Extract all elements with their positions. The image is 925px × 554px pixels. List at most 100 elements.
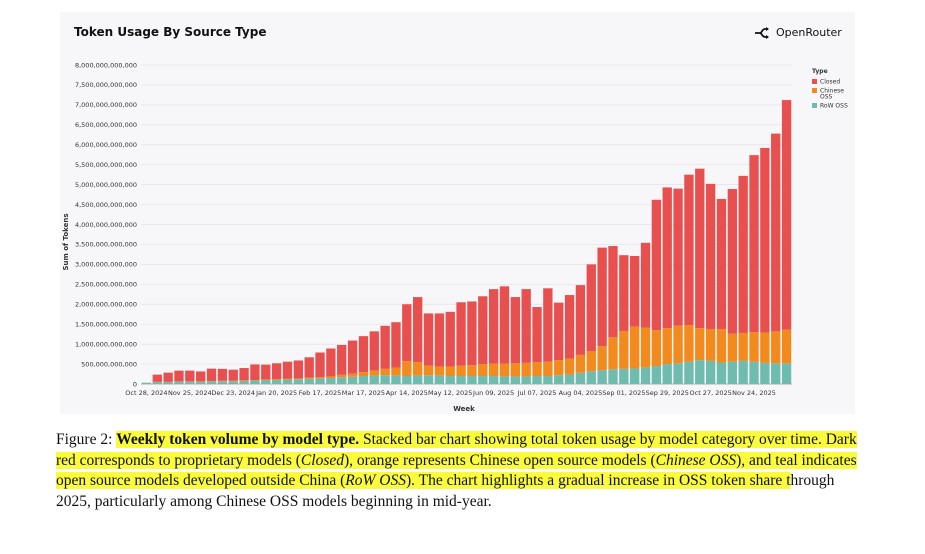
bar-row-oss [423, 375, 434, 384]
bar-row-oss [771, 363, 781, 384]
bar-row-oss [521, 376, 531, 384]
bar-chinese-oss [467, 365, 477, 377]
bar-chinese-oss [554, 360, 564, 376]
bar-closed [369, 331, 379, 371]
bar-closed [174, 370, 184, 382]
bar-row-oss [684, 361, 694, 384]
caption-title: Weekly token volume by model type. [116, 431, 360, 448]
bar-chinese-oss [402, 361, 412, 377]
bar-chinese-oss [575, 354, 586, 373]
bar-row-oss [315, 378, 325, 384]
legend-label: RoW OSS [820, 103, 848, 110]
bar-row-oss [185, 381, 195, 384]
bar-closed [630, 256, 640, 327]
legend-label: Chinese [820, 88, 844, 95]
bar-closed [315, 352, 325, 378]
bar-row-oss [608, 369, 618, 384]
legend-swatch [812, 103, 817, 108]
bar-chinese-oss [434, 366, 445, 376]
bar-closed [434, 313, 445, 367]
bar-row-oss [554, 375, 564, 384]
chart-title: Token Usage By Source Type [74, 25, 267, 39]
legend-label: OSS [820, 94, 833, 101]
bar-row-oss [228, 381, 238, 384]
bar-chinese-oss [358, 372, 369, 377]
bar-row-oss [196, 381, 206, 384]
x-tick-label: Oct 27, 2025 [690, 389, 732, 397]
caption-row: RoW OSS [345, 472, 406, 489]
bar-closed [608, 246, 618, 338]
bar-row-oss [478, 376, 488, 384]
bar-closed [326, 348, 336, 377]
bar-row-oss [163, 382, 173, 384]
caption-text-3: ), and teal indicates open source models… [56, 451, 857, 490]
bar-closed [575, 285, 586, 355]
bar-chinese-oss [369, 370, 379, 376]
bar-row-oss [651, 366, 662, 384]
y-tick-label: 5,500,000,000,000 [75, 161, 137, 169]
bar-row-oss [413, 375, 423, 384]
bar-chinese-oss [608, 337, 618, 370]
bar-closed [337, 344, 347, 375]
bar-chinese-oss [651, 330, 662, 367]
bar-closed [228, 369, 238, 381]
x-tick-label: Aug 04, 2025 [559, 389, 603, 397]
y-tick-label: 500,000,000,000 [81, 360, 137, 368]
bar-row-oss [206, 381, 217, 384]
bar-chinese-oss [326, 376, 336, 379]
bar-chinese-oss [271, 379, 282, 381]
y-tick-label: 8,000,000,000,000 [75, 61, 137, 69]
bar-chinese-oss [532, 362, 542, 377]
caption-text-4: ). The chart highlights a gradual increa… [405, 472, 791, 489]
bar-chinese-oss [760, 332, 770, 363]
caption-prefix: Figure 2: [56, 431, 117, 448]
bar-chinese-oss [695, 328, 705, 361]
bar-row-oss [304, 378, 314, 384]
bar-closed [749, 155, 759, 333]
bar-row-oss [239, 380, 249, 384]
bar-closed [488, 289, 499, 364]
x-tick-label: Nov 25, 2024 [168, 389, 212, 397]
x-tick-label: Jun 09, 2025 [472, 389, 514, 397]
bar-row-oss [369, 375, 379, 384]
legend-swatch [812, 79, 817, 84]
bar-chinese-oss [727, 333, 737, 362]
bar-closed [413, 297, 423, 363]
bar-closed [467, 301, 477, 366]
bar-closed [152, 374, 162, 382]
y-tick-label: 7,000,000,000,000 [75, 101, 137, 109]
x-tick-label: Oct 28, 2024 [125, 389, 167, 397]
bar-closed [478, 296, 488, 365]
bar-closed [380, 325, 390, 369]
bar-closed [271, 363, 282, 380]
bar-row-oss [662, 364, 672, 384]
bar-row-oss [337, 377, 347, 384]
caption-text-1: Stacked bar chart showing total token us… [56, 431, 857, 469]
bar-closed [705, 183, 716, 329]
bar-chinese-oss [445, 366, 455, 377]
bar-row-oss [358, 376, 369, 384]
brand-name: OpenRouter [776, 26, 842, 39]
bar-chinese-oss [597, 346, 607, 371]
bar-chinese-oss [543, 361, 553, 377]
openrouter-logo: OpenRouter [754, 26, 842, 39]
bar-chinese-oss [315, 377, 325, 379]
bar-closed [695, 168, 705, 329]
bar-chinese-oss [478, 364, 488, 377]
y-tick-label: 4,500,000,000,000 [75, 201, 137, 209]
bar-row-oss [250, 380, 260, 384]
bar-closed [196, 371, 206, 382]
bar-chinese-oss [423, 365, 434, 376]
bar-closed [239, 368, 249, 381]
bar-closed [445, 311, 455, 367]
bar-closed [206, 368, 217, 382]
caption-closed: Closed [300, 451, 344, 469]
bar-row-oss [716, 362, 727, 384]
bar-chinese-oss [304, 377, 314, 379]
bar-chinese-oss [738, 332, 748, 361]
bar-chinese-oss [337, 374, 347, 378]
bar-closed [564, 295, 575, 359]
caption-text-5: hrough 2025, particularly among Chinese … [56, 472, 835, 510]
y-tick-label: 6,500,000,000,000 [75, 121, 137, 129]
